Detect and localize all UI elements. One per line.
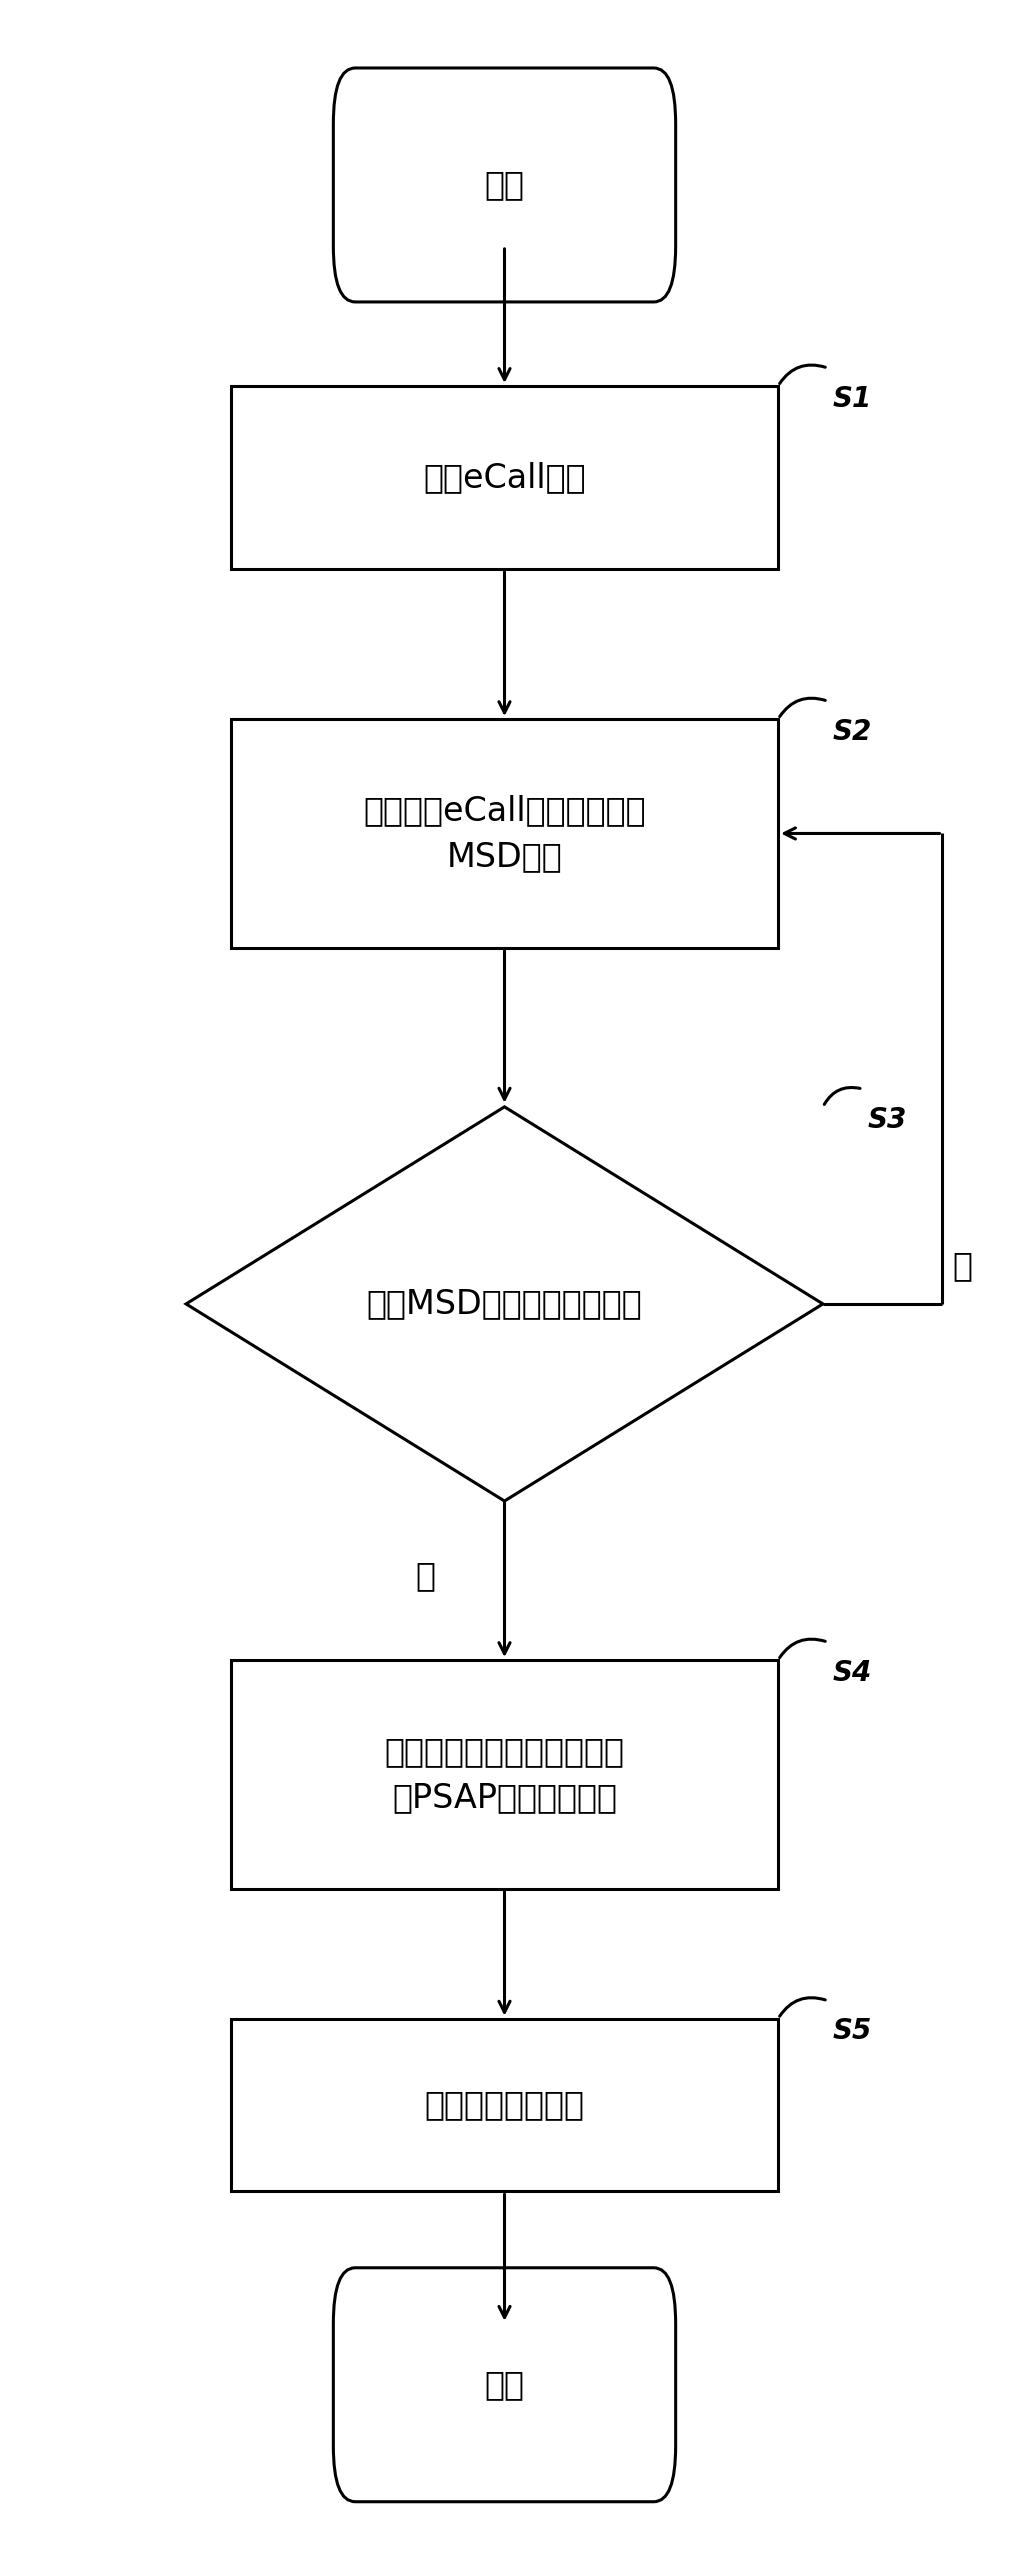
Text: S4: S4 — [832, 1659, 872, 1688]
FancyArrowPatch shape — [780, 366, 825, 384]
FancyBboxPatch shape — [333, 2268, 676, 2501]
Text: S3: S3 — [868, 1105, 907, 1133]
Bar — [231, 719, 778, 949]
FancyBboxPatch shape — [333, 69, 676, 302]
Bar — [231, 2017, 778, 2191]
Bar — [231, 386, 778, 570]
Text: 否: 否 — [952, 1250, 973, 1281]
Text: 传输语音信号，建立车机端
与PSAP端的语音连接: 传输语音信号，建立车机端 与PSAP端的语音连接 — [384, 1734, 625, 1813]
Bar — [231, 1659, 778, 1890]
Text: 所述MSD数据是否传输成功: 所述MSD数据是否传输成功 — [366, 1286, 643, 1319]
FancyArrowPatch shape — [780, 1639, 825, 1657]
Text: 发送eCall请求: 发送eCall请求 — [423, 460, 586, 494]
FancyArrowPatch shape — [780, 698, 825, 716]
Text: 接受所述eCall请求后，传输
MSD数据: 接受所述eCall请求后，传输 MSD数据 — [363, 795, 646, 872]
Text: S5: S5 — [832, 2017, 872, 2046]
FancyArrowPatch shape — [824, 1087, 860, 1105]
Text: S2: S2 — [832, 719, 872, 747]
Text: S1: S1 — [832, 384, 872, 412]
Text: 是: 是 — [415, 1560, 435, 1593]
Text: 开始: 开始 — [484, 169, 525, 202]
Text: 显示所述语音信号: 显示所述语音信号 — [425, 2089, 584, 2122]
FancyArrowPatch shape — [780, 1997, 825, 2017]
Polygon shape — [186, 1107, 823, 1501]
Text: 结束: 结束 — [484, 2368, 525, 2401]
